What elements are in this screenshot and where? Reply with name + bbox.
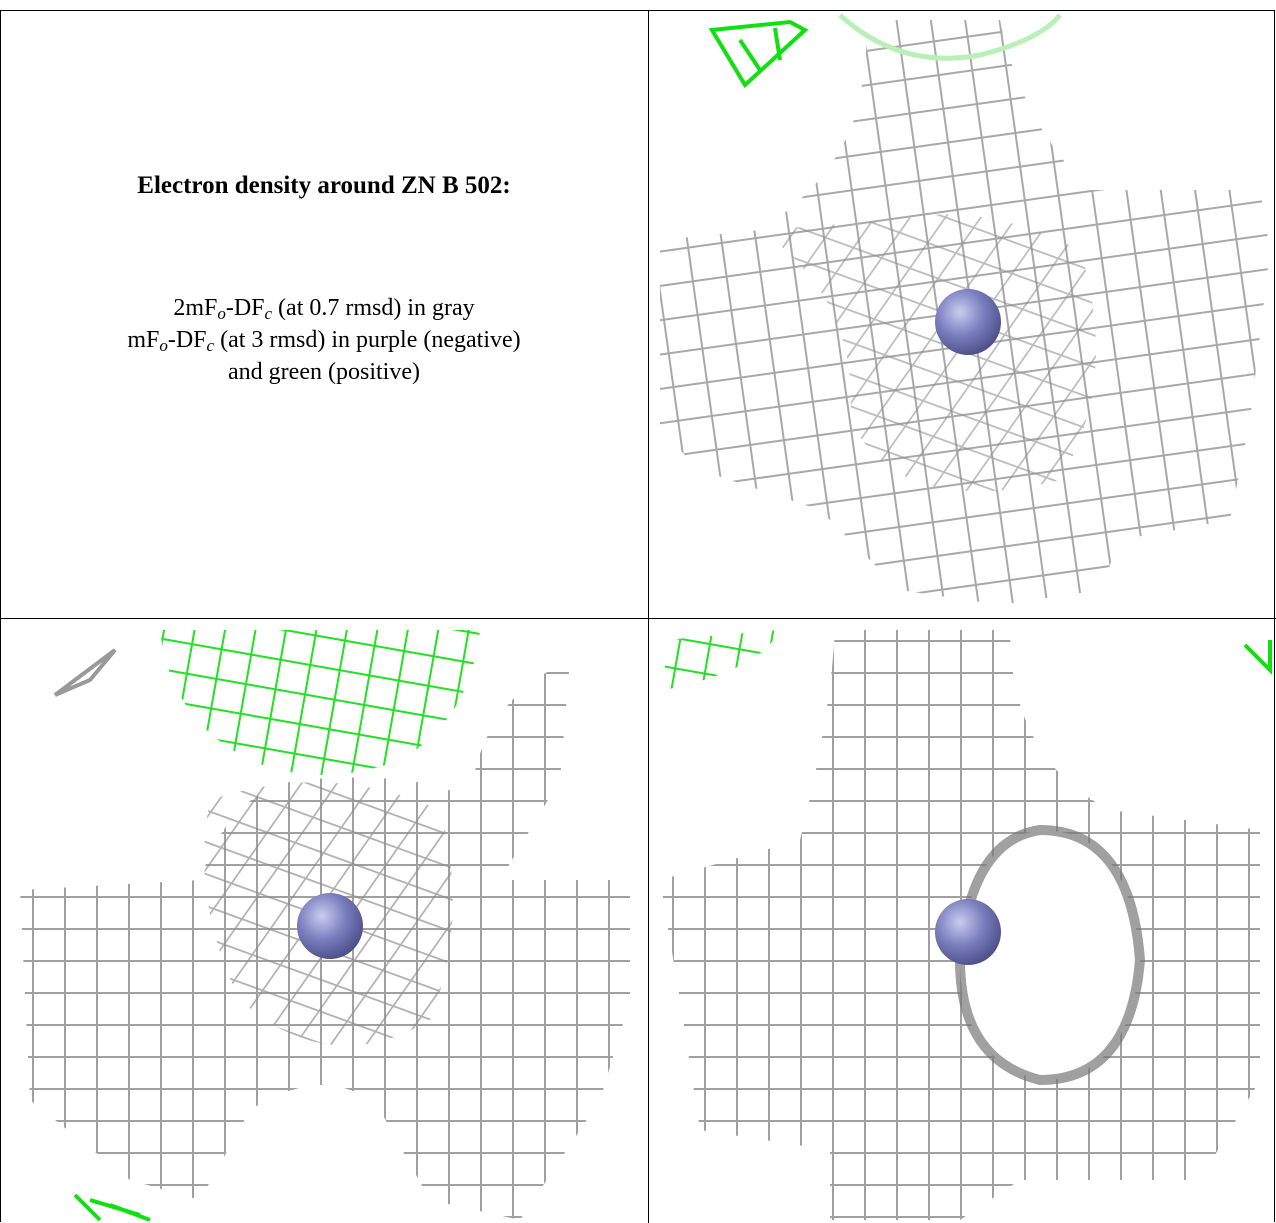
subscript: c (264, 304, 273, 323)
panel-top-right (660, 13, 1270, 605)
text: -DF (225, 295, 265, 321)
caption-line: and green (positive) (0, 356, 648, 388)
text: (at 0.7 rmsd) in gray (272, 295, 475, 321)
text: 2mF (173, 295, 218, 321)
cell-divider (0, 618, 1276, 619)
text: -DF (167, 327, 207, 353)
panel-bottom-right (660, 630, 1272, 1220)
caption-body: 2mFo-DFc (at 0.7 rmsd) in gray mFo-DFc (… (0, 292, 648, 388)
caption-title: Electron density around ZN B 502: (137, 172, 511, 199)
subscript: o (217, 304, 226, 323)
cell-divider (648, 10, 649, 1223)
figure-table (0, 10, 1275, 1222)
caption-line: mFo-DFc (at 3 rmsd) in purple (negative) (0, 324, 648, 356)
subscript: c (206, 336, 215, 355)
subscript: o (159, 336, 168, 355)
caption-line: 2mFo-DFc (at 0.7 rmsd) in gray (0, 292, 648, 324)
caption-cell: Electron density around ZN B 502: 2mFo-D… (0, 10, 648, 618)
panel-bottom-left (20, 630, 630, 1222)
text: (at 3 rmsd) in purple (negative) (214, 327, 521, 353)
text: mF (127, 327, 160, 353)
text: and green (positive) (228, 359, 420, 385)
